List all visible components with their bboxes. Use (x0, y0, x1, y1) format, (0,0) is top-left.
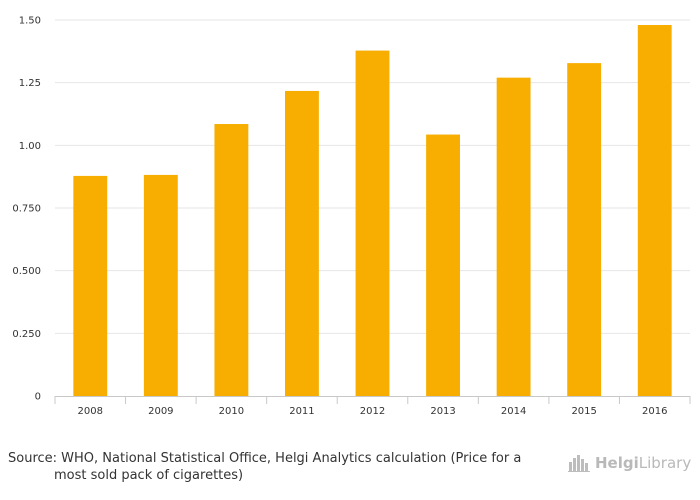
x-tick-label: 2013 (430, 406, 455, 417)
x-tick-label: 2009 (148, 406, 173, 417)
bar-2016 (637, 25, 672, 396)
bar-2008 (73, 175, 108, 396)
x-tick-labels: 2008 2009 2010 2011 2012 2013 2014 2015 2016 (78, 406, 668, 417)
x-tick-label: 2015 (571, 406, 596, 417)
bars (73, 25, 672, 397)
bar-chart: 0 0.250 0.500 0.750 1.00 1.25 1.50 2008 2009 201… (12, 16, 691, 417)
x-tick-label: 2010 (219, 406, 244, 417)
y-tick-label: 0 (35, 392, 41, 403)
source-note: Source: WHO, National Statistical Office… (8, 450, 548, 484)
x-tick-label: 2016 (642, 406, 667, 417)
x-tick-label: 2012 (360, 406, 385, 417)
y-tick-label: 1.00 (19, 141, 41, 152)
y-tick-label: 0.250 (12, 329, 41, 340)
logo-text-bold: Helgi (595, 454, 639, 472)
city-skyline-icon (568, 455, 590, 472)
bar-2011 (285, 90, 319, 397)
bar-2015 (567, 63, 602, 397)
axes (54, 396, 691, 404)
y-tick-label: 0.750 (12, 204, 41, 215)
bar-2013 (426, 134, 460, 396)
x-tick-label: 2014 (501, 406, 526, 417)
bar-2009 (143, 174, 178, 396)
y-tick-label: 1.50 (19, 16, 41, 27)
y-tick-label: 0.500 (12, 266, 41, 277)
logo-text-regular: Library (638, 454, 692, 472)
y-tick-labels: 0 0.250 0.500 0.750 1.00 1.25 1.50 (12, 16, 41, 403)
source-line-2: most sold pack of cigarettes) (54, 468, 244, 483)
source-line-1: Source: WHO, National Statistical Office… (8, 451, 522, 466)
y-tick-label: 1.25 (19, 78, 41, 89)
bar-2010 (214, 124, 249, 396)
x-tick-label: 2011 (289, 406, 314, 417)
helgi-library-logo: Helgi Library (568, 452, 694, 474)
bar-2014 (496, 77, 531, 397)
x-tick-label: 2008 (78, 406, 103, 417)
chart-svg: 0 0.250 0.500 0.750 1.00 1.25 1.50 2008 2009 201… (12, 16, 691, 417)
bar-2012 (355, 50, 390, 397)
